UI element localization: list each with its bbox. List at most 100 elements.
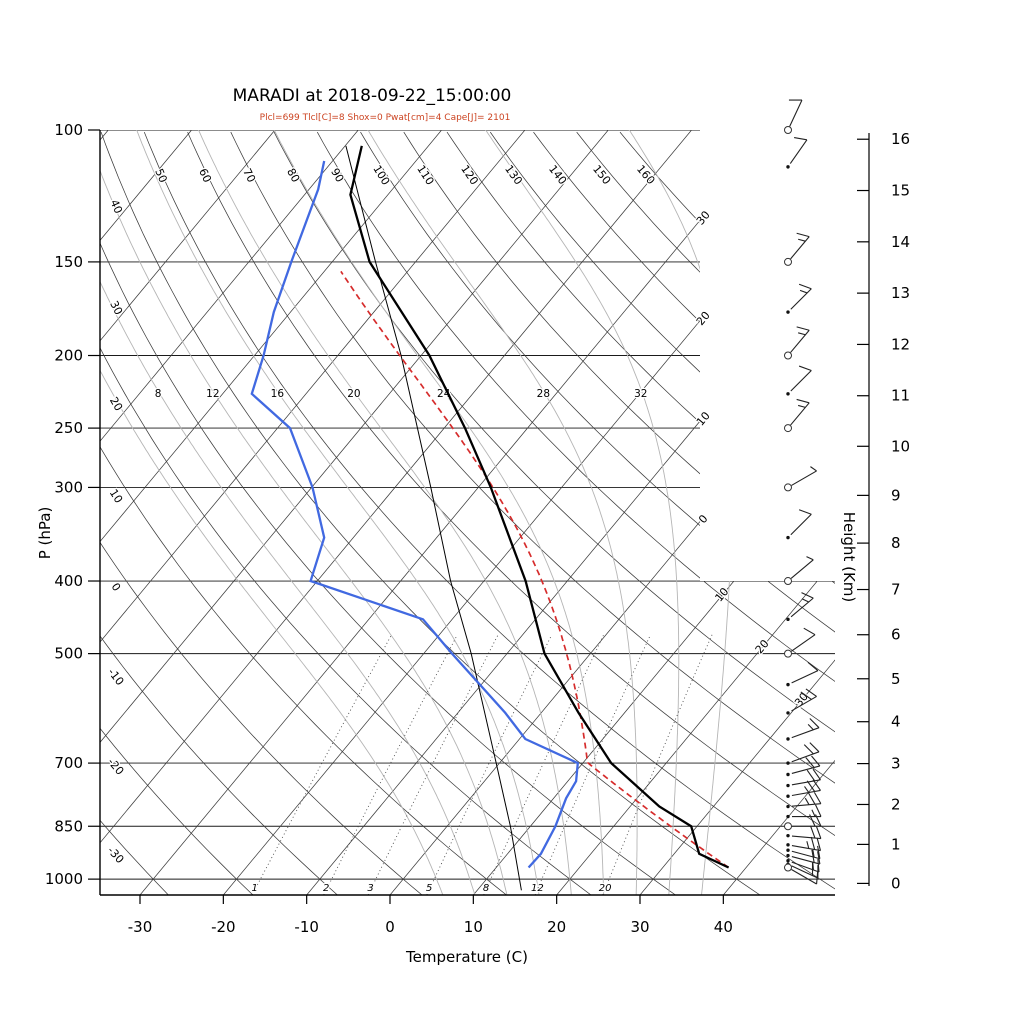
svg-text:12: 12	[531, 883, 544, 894]
svg-text:15: 15	[891, 182, 910, 200]
svg-text:100: 100	[54, 121, 83, 139]
wind-level-circle	[784, 822, 792, 831]
svg-text:1: 1	[891, 835, 901, 853]
wind-level-dot	[786, 617, 790, 622]
svg-text:80: 80	[284, 166, 302, 184]
plot-parameters-line: Plcl=699 Tlcl[C]=8 Shox=0 Pwat[cm]=4 Cap…	[259, 113, 511, 123]
svg-text:200: 200	[54, 347, 83, 365]
plot-title: MARADI at 2018-09-22_15:00:00	[232, 86, 512, 106]
wind-level-dot	[786, 711, 790, 715]
svg-text:10: 10	[107, 487, 126, 506]
svg-text:5: 5	[426, 883, 432, 894]
wind-level-circle	[784, 424, 792, 433]
wind-level-circle	[784, 649, 792, 658]
svg-text:1000: 1000	[45, 870, 83, 888]
wind-level-dot	[786, 833, 790, 838]
wind-level-dot	[786, 535, 790, 540]
svg-text:8: 8	[155, 388, 162, 400]
y-axis-title-height: Height (Km)	[840, 511, 858, 603]
svg-text:11: 11	[891, 387, 910, 405]
wind-level-dot	[786, 859, 790, 863]
wind-level-dot	[786, 761, 790, 765]
sounding-curves	[250, 145, 730, 891]
svg-text:20: 20	[347, 388, 360, 400]
svg-text:400: 400	[54, 572, 83, 590]
wind-level-dot	[786, 783, 790, 788]
svg-text:250: 250	[54, 419, 83, 437]
moist-adiabats	[100, 130, 733, 895]
wind-level-dot	[786, 853, 790, 858]
wind-level-dot	[786, 772, 790, 777]
svg-text:150: 150	[54, 253, 83, 271]
svg-text:10: 10	[891, 437, 910, 455]
svg-text:3: 3	[367, 883, 373, 894]
svg-text:300: 300	[54, 478, 83, 496]
svg-text:-10: -10	[294, 918, 319, 936]
isotherms	[100, 130, 835, 895]
svg-text:150: 150	[590, 163, 613, 188]
dewpoint-curve	[250, 160, 580, 869]
svg-text:0: 0	[385, 918, 395, 936]
wind-level-dot	[786, 310, 790, 314]
svg-text:20: 20	[599, 883, 612, 894]
wind-level-circle	[784, 126, 792, 134]
wind-level-dot	[786, 165, 790, 169]
svg-text:140: 140	[546, 163, 569, 188]
svg-text:1: 1	[251, 883, 257, 894]
y-axis-title-pressure: P (hPa)	[36, 506, 54, 560]
svg-text:12: 12	[891, 335, 910, 353]
svg-text:3: 3	[891, 755, 901, 773]
svg-text:110: 110	[414, 163, 436, 188]
svg-text:0: 0	[891, 874, 901, 892]
svg-text:10: 10	[464, 918, 483, 936]
wind-level-dot	[786, 794, 790, 798]
wind-level-dot	[786, 392, 790, 396]
wetbulb-curve	[345, 145, 522, 891]
svg-text:-10: -10	[105, 666, 126, 688]
svg-text:50: 50	[152, 167, 169, 185]
svg-text:90: 90	[328, 166, 346, 185]
svg-text:160: 160	[634, 163, 657, 187]
svg-text:-30: -30	[105, 844, 127, 866]
wind-level-dot	[786, 682, 790, 687]
parcel-curve	[340, 270, 730, 869]
svg-text:16: 16	[891, 130, 910, 148]
svg-text:2: 2	[323, 883, 329, 894]
wind-level-dot	[786, 737, 790, 741]
svg-text:850: 850	[54, 817, 83, 835]
svg-text:9: 9	[891, 486, 901, 504]
svg-text:70: 70	[240, 166, 258, 184]
svg-text:130: 130	[502, 163, 525, 188]
svg-text:6: 6	[891, 626, 901, 644]
svg-text:60: 60	[196, 166, 214, 184]
svg-text:5: 5	[891, 670, 901, 688]
wind-level-dot	[786, 814, 790, 819]
svg-text:8: 8	[891, 534, 901, 552]
svg-text:20: 20	[547, 918, 566, 936]
svg-text:40: 40	[714, 918, 733, 936]
pressure-gridlines	[100, 130, 835, 880]
wind-barb-column	[784, 99, 822, 885]
svg-text:700: 700	[54, 754, 83, 772]
svg-text:4: 4	[891, 713, 901, 731]
svg-text:2: 2	[891, 795, 901, 813]
wind-level-circle	[784, 257, 792, 266]
svg-text:13: 13	[891, 284, 910, 302]
svg-text:8: 8	[483, 883, 489, 894]
background-grid	[100, 130, 835, 895]
x-axis-title: Temperature (C)	[406, 948, 528, 966]
svg-text:24: 24	[437, 388, 451, 400]
svg-text:500: 500	[54, 645, 83, 663]
wind-level-dot	[786, 804, 790, 809]
svg-text:-20: -20	[211, 918, 236, 936]
svg-text:-30: -30	[128, 918, 153, 936]
wind-level-dot	[786, 848, 790, 852]
svg-text:7: 7	[891, 581, 901, 599]
svg-text:30: 30	[630, 918, 649, 936]
temperature-curve	[349, 145, 730, 869]
svg-text:-20: -20	[105, 756, 127, 778]
